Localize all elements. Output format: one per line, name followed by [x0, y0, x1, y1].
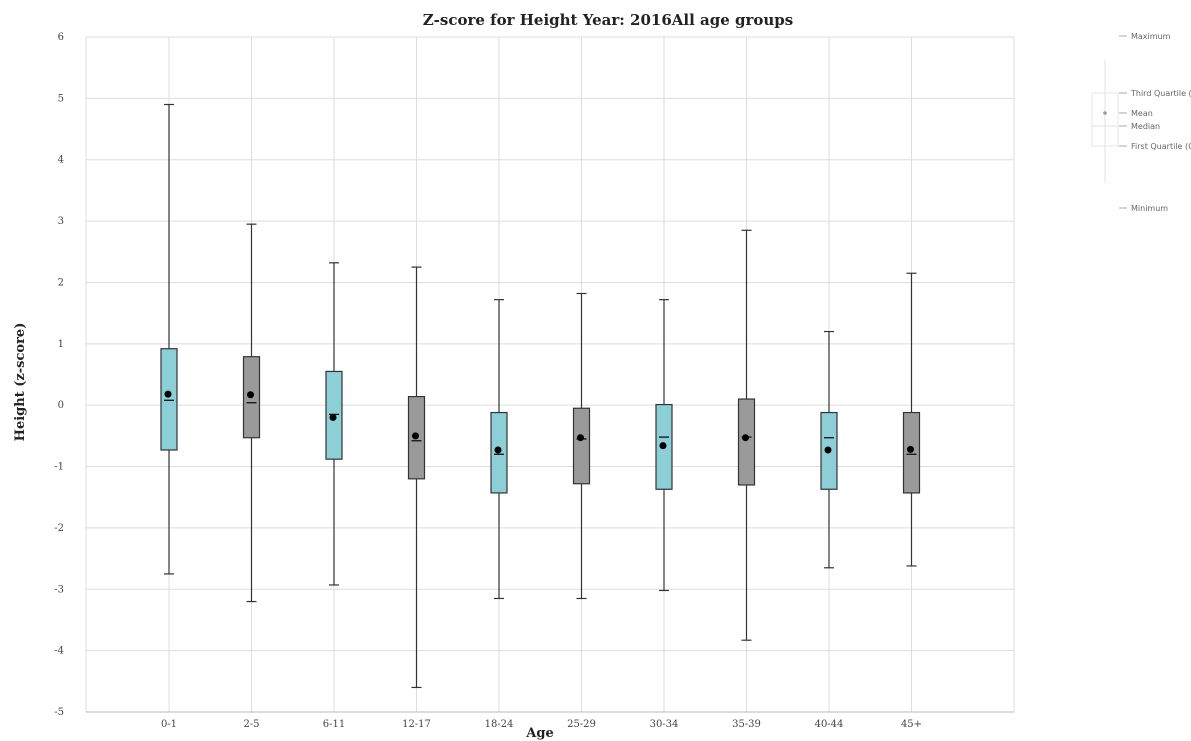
y-tick-label: -2	[54, 523, 64, 534]
iqr-box	[737, 398, 756, 486]
y-tick-label: 2	[58, 277, 64, 288]
x-axis-label: Age	[525, 726, 553, 741]
legend-item: First Quartile (Q1)	[1131, 142, 1191, 151]
y-tick-label: -4	[54, 646, 64, 657]
box-40-44	[820, 330, 838, 569]
x-tick-label: 0-1	[161, 719, 177, 730]
legend-box	[1091, 92, 1119, 147]
y-tick-label: 1	[58, 339, 64, 350]
x-tick-label: 30-34	[650, 719, 679, 730]
mean-point	[659, 442, 667, 450]
mean-point	[824, 446, 832, 454]
legend-item: Minimum	[1131, 204, 1168, 213]
x-tick-label: 2-5	[243, 719, 259, 730]
y-tick-label: 3	[58, 216, 64, 227]
mean-point	[494, 446, 502, 454]
box-18-24	[490, 299, 508, 600]
y-tick-label: 5	[58, 93, 64, 104]
x-tick-label: 25-29	[567, 719, 596, 730]
legend-item: Third Quartile (Q3)	[1130, 89, 1191, 98]
y-tick-label: 6	[58, 32, 64, 43]
iqr-box	[572, 407, 591, 485]
mean-point	[907, 445, 914, 453]
box-12-17	[407, 266, 426, 689]
boxes	[160, 103, 921, 689]
mean-point	[412, 432, 419, 440]
iqr-box	[902, 411, 921, 494]
mean-point	[742, 434, 749, 442]
legend: Maximum Third Quartile (Q3) Mean Median Firs…	[1091, 32, 1191, 213]
box-2-5	[242, 223, 261, 603]
chart-title: Z-score for Height Year: 2016All age gro…	[423, 11, 794, 29]
legend-item: Mean	[1131, 109, 1153, 118]
x-tick-label: 40-44	[815, 719, 844, 730]
box-6-11	[325, 262, 343, 586]
x-tick-label: 45+	[901, 719, 922, 730]
y-tick-label: 0	[58, 400, 64, 411]
x-tick-label: 35-39	[732, 719, 761, 730]
grid	[85, 36, 1015, 713]
legend-item: Median	[1131, 122, 1160, 131]
box-35-39	[737, 229, 756, 641]
box-30-34	[655, 299, 673, 592]
x-tick-label: 6-11	[323, 719, 345, 730]
y-axis-ticks: 6 5 4 3 2 1 0 -1 -2 -3 -4 -5	[54, 32, 64, 718]
box-45+	[902, 272, 921, 567]
y-tick-label: -3	[54, 584, 64, 595]
mean-point	[247, 391, 254, 399]
x-tick-label: 12-17	[402, 719, 431, 730]
y-tick-label: -1	[54, 462, 64, 473]
mean-point	[164, 390, 172, 398]
mean-point	[329, 413, 337, 421]
x-tick-label: 18-24	[485, 719, 514, 730]
x-axis-ticks: 0-1 2-5 6-11 12-17 18-24 25-29 30-34 35-39 40-44…	[161, 719, 922, 730]
mean-point	[577, 434, 584, 442]
y-tick-label: -5	[54, 707, 64, 718]
y-axis-label: Height (z-score)	[13, 323, 28, 442]
legend-mean-point	[1103, 111, 1107, 115]
box-0-1	[160, 103, 178, 575]
y-tick-label: 4	[58, 155, 64, 166]
legend-item: Maximum	[1131, 32, 1171, 41]
box-25-29	[572, 292, 591, 600]
iqr-box	[160, 348, 178, 451]
